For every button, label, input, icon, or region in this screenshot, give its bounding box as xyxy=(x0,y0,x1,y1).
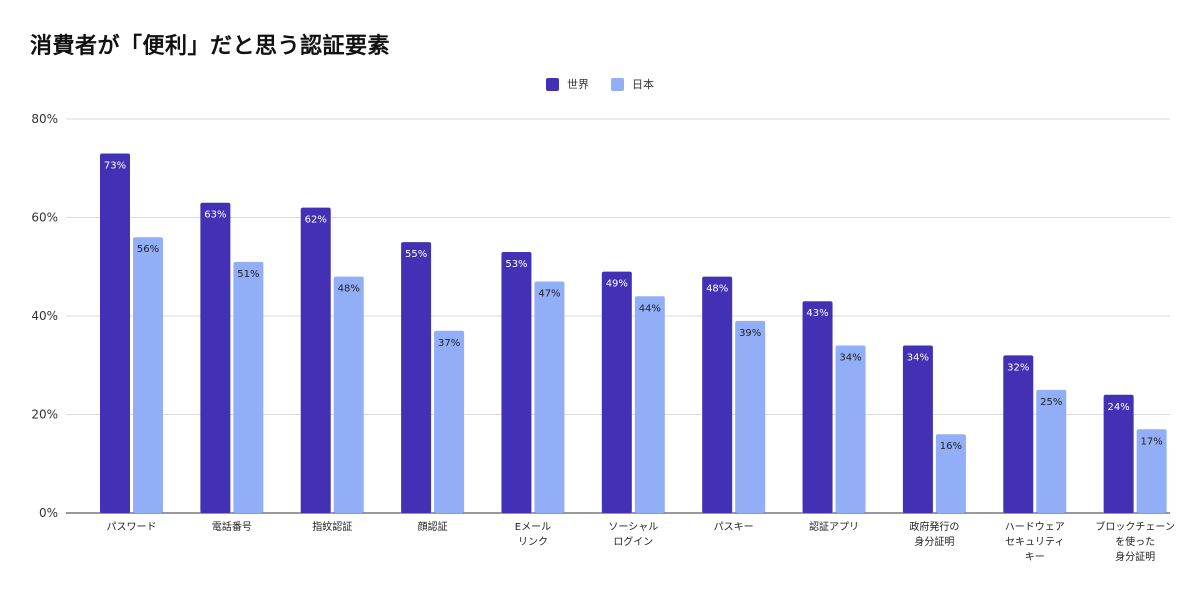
bar xyxy=(1003,355,1034,513)
bar xyxy=(401,242,432,513)
y-tick-label: 60% xyxy=(31,211,58,225)
data-label: 16% xyxy=(940,441,962,452)
bar xyxy=(601,271,632,513)
bar xyxy=(233,261,264,513)
data-label: 48% xyxy=(706,284,728,295)
bar xyxy=(935,434,966,513)
bar xyxy=(1036,389,1067,513)
bar xyxy=(133,237,163,513)
data-label: 51% xyxy=(237,269,259,280)
x-tick-label: 身分証明 xyxy=(1115,550,1155,563)
x-tick-label: ハードウェア xyxy=(1005,521,1065,533)
bar xyxy=(702,276,733,513)
x-tick-label: パスキー xyxy=(714,521,754,533)
data-label: 63% xyxy=(204,210,226,221)
data-label: 43% xyxy=(806,308,828,319)
x-tick-label: パスワード xyxy=(107,521,157,533)
legend-item-japan: 日本 xyxy=(611,76,654,92)
bar xyxy=(300,207,331,513)
x-tick-label: ログイン xyxy=(613,535,653,548)
data-label: 53% xyxy=(505,259,527,270)
legend-swatch-world xyxy=(546,77,559,91)
x-tick-label: Eメール xyxy=(515,522,551,533)
x-tick-label: ソーシャル xyxy=(608,522,658,533)
y-tick-label: 0% xyxy=(39,506,58,520)
x-tick-label: キー xyxy=(1025,552,1045,563)
bar xyxy=(534,281,565,513)
y-tick-label: 20% xyxy=(31,408,58,422)
x-tick-label: 身分証明 xyxy=(914,535,954,548)
data-label: 56% xyxy=(137,244,159,255)
bar xyxy=(333,276,364,513)
bar xyxy=(634,296,665,513)
bar xyxy=(902,345,933,513)
x-tick-label: 政府発行の xyxy=(909,520,959,533)
data-label: 73% xyxy=(104,160,126,171)
x-tick-label: ブロックチェーン xyxy=(1095,520,1175,533)
bar xyxy=(1103,394,1134,513)
x-tick-label: 電話番号 xyxy=(212,520,252,533)
bar xyxy=(501,251,532,513)
x-tick-label: を使った xyxy=(1115,535,1155,548)
data-label: 48% xyxy=(338,284,360,295)
bar xyxy=(735,320,766,513)
data-label: 37% xyxy=(438,338,460,349)
bar xyxy=(434,330,465,513)
bar xyxy=(1136,429,1167,513)
x-tick-label: 指紋認証 xyxy=(312,520,352,533)
data-label: 24% xyxy=(1108,402,1130,413)
y-tick-label: 80% xyxy=(31,112,58,126)
x-tick-label: リンク xyxy=(518,536,548,548)
data-label: 39% xyxy=(739,328,761,339)
data-label: 49% xyxy=(606,279,628,290)
data-label: 32% xyxy=(1007,362,1029,373)
data-label: 47% xyxy=(538,289,560,300)
legend-label-world: 世界 xyxy=(567,78,589,91)
data-label: 25% xyxy=(1040,397,1062,408)
bar xyxy=(200,202,231,513)
x-tick-label: 顔認証 xyxy=(418,520,448,533)
data-label: 34% xyxy=(907,353,929,364)
bar xyxy=(100,153,130,513)
legend: 世界 日本 xyxy=(0,76,1200,92)
y-tick-label: 40% xyxy=(31,309,58,323)
legend-swatch-japan xyxy=(611,77,624,91)
data-label: 17% xyxy=(1141,436,1163,447)
x-tick-label: 認証アプリ xyxy=(809,520,859,533)
legend-label-japan: 日本 xyxy=(632,78,654,91)
data-label: 44% xyxy=(639,303,661,314)
data-label: 62% xyxy=(305,215,327,226)
data-label: 55% xyxy=(405,249,427,260)
data-label: 34% xyxy=(839,353,861,364)
chart-title: 消費者が「便利」だと思う認証要素 xyxy=(30,34,391,59)
bar xyxy=(835,345,866,513)
x-tick-label: セキュリティ xyxy=(1005,536,1064,548)
legend-item-world: 世界 xyxy=(546,76,589,92)
bar xyxy=(802,301,833,513)
